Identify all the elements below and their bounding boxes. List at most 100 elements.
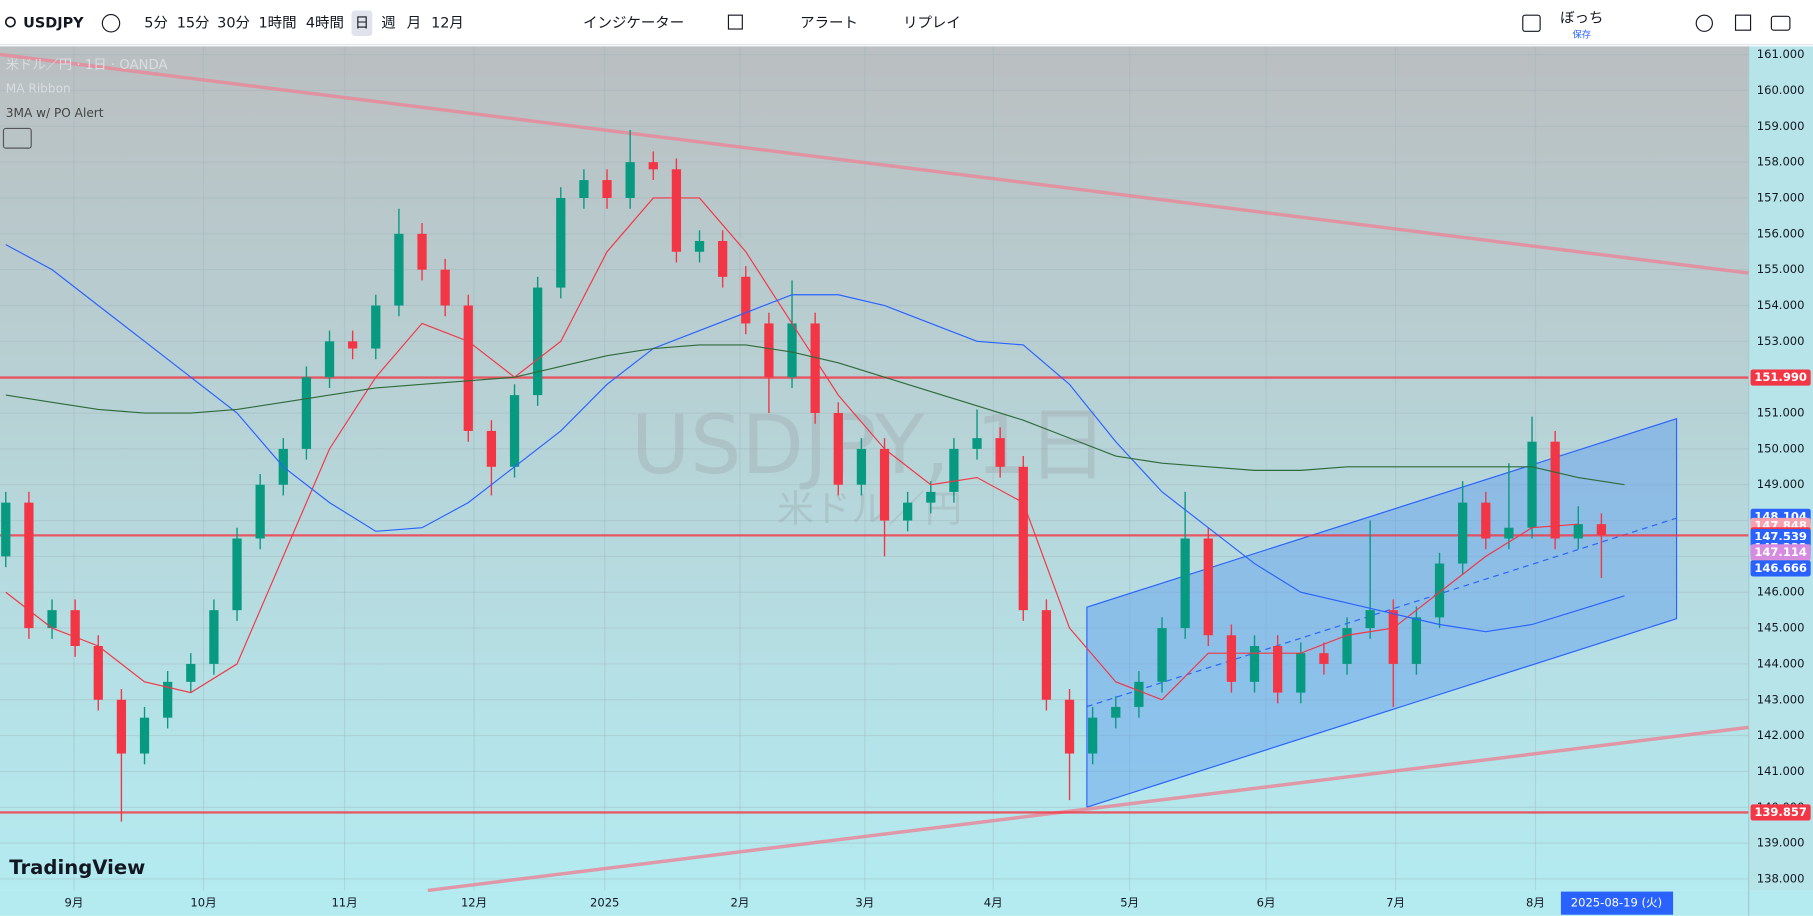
save-status: 保存 (1573, 28, 1592, 40)
candle-body (1, 502, 11, 557)
candle-body (602, 180, 612, 198)
alert-button[interactable]: アラート (800, 15, 858, 31)
crosshair-date: 2025-08-19 (火) (1571, 896, 1662, 910)
price-tag (1750, 804, 1811, 821)
price-tag (1750, 560, 1811, 577)
x-tick-label: 7月 (1386, 896, 1405, 910)
interval-button[interactable]: 月 (407, 15, 421, 31)
candle-body (1226, 635, 1237, 682)
candle-body (509, 395, 520, 467)
y-tick-label: 156.000 (1757, 226, 1805, 240)
interval-button[interactable]: 4時間 (306, 14, 344, 31)
templates-icon[interactable] (727, 14, 743, 30)
y-tick-label: 138.000 (1757, 871, 1805, 885)
x-tick-label: 12月 (461, 896, 487, 910)
x-tick-label: 4月 (984, 896, 1003, 910)
candle-body (255, 484, 265, 539)
candle-body (533, 287, 543, 396)
candle-body (486, 430, 497, 467)
price-tag-label: 139.857 (1754, 805, 1807, 819)
candle-body (556, 197, 566, 288)
y-tick-label: 158.000 (1757, 155, 1805, 169)
moving-average (5, 344, 1625, 486)
interval-button[interactable]: 日 (355, 15, 369, 31)
candle-body (93, 645, 103, 700)
symbol[interactable]: USDJPY (23, 15, 84, 31)
candle-body (1203, 538, 1213, 636)
range[interactable]: 12月 (431, 15, 464, 31)
candle-body (995, 438, 1005, 467)
moving-average (5, 244, 1625, 633)
indicators-button[interactable]: インジケーター (583, 14, 684, 31)
price-tag-label: 147.114 (1754, 545, 1807, 559)
y-tick-label: 145.000 (1757, 621, 1805, 635)
candle-body (1388, 610, 1398, 664)
candle-body (1180, 538, 1190, 629)
x-tick-label: 10月 (190, 896, 216, 910)
candle-body (209, 610, 219, 664)
layout-icon[interactable] (1522, 14, 1541, 32)
legend-indicator[interactable]: MA Ribbon (6, 82, 71, 96)
candle-body (1481, 502, 1491, 539)
candle-body (787, 323, 797, 378)
candle-body (1573, 524, 1583, 539)
y-tick-label: 150.000 (1757, 441, 1805, 455)
y-tick-label: 155.000 (1757, 262, 1805, 276)
candle-body (24, 502, 34, 629)
candle-body (1458, 502, 1468, 564)
candle-body (463, 305, 473, 431)
y-tick-label: 144.000 (1757, 656, 1805, 670)
candle-body (1064, 699, 1075, 754)
chart-pane (0, 46, 1749, 891)
candle-body (417, 233, 427, 270)
candle-body (186, 663, 196, 682)
candle-body (1273, 645, 1283, 693)
layout-name[interactable]: ぼっち (1560, 10, 1603, 27)
candle-body (348, 341, 358, 349)
interval-button[interactable]: 5分 (144, 14, 168, 31)
candle-body (1365, 610, 1375, 629)
candle-body (648, 162, 658, 170)
candle-body (833, 413, 843, 485)
x-tick-label: 3月 (855, 896, 874, 910)
y-tick-label: 161.000 (1757, 47, 1805, 61)
fullscreen-icon[interactable] (1734, 14, 1752, 31)
add-symbol[interactable] (101, 14, 121, 33)
candle-body (625, 162, 635, 198)
legend-indicator[interactable]: 3MA w/ PO Alert (6, 106, 104, 120)
candle-body (1342, 628, 1352, 664)
candle-body (972, 438, 982, 449)
candle-body (1018, 466, 1028, 611)
y-tick-label: 141.000 (1757, 764, 1805, 778)
candle-body (879, 448, 890, 521)
interval-button[interactable]: 30分 (217, 14, 250, 31)
candle-body (1550, 441, 1560, 539)
candle-body (440, 269, 450, 306)
candle-body (949, 448, 959, 492)
interval-button[interactable]: 1時間 (258, 14, 296, 31)
price-tag (1750, 544, 1811, 561)
candle-body (394, 233, 404, 306)
candle-body (47, 610, 57, 629)
candle-body (810, 323, 820, 414)
interval-button[interactable]: 15分 (177, 14, 210, 31)
price-axis (1748, 46, 1813, 891)
interval-button[interactable]: 週 (381, 14, 395, 31)
candle-body (903, 502, 913, 521)
screenshot-icon[interactable] (1770, 15, 1791, 31)
legend-series[interactable]: 米ドル／円 · 1日 · OANDA (6, 57, 168, 73)
candle-body (116, 699, 127, 754)
candle-body (694, 240, 705, 252)
settings-icon[interactable] (1695, 14, 1713, 32)
candle-body (718, 240, 728, 277)
collapse-legend[interactable] (2, 127, 32, 149)
replay-button[interactable]: リプレイ (903, 14, 961, 31)
y-tick-label: 149.000 (1757, 477, 1805, 491)
candle-body (579, 180, 589, 198)
moving-average (5, 197, 1579, 701)
candle-body (1319, 653, 1329, 664)
x-tick-label: 2025 (590, 896, 619, 910)
search-icon[interactable] (4, 16, 16, 28)
candle-body (301, 377, 312, 449)
